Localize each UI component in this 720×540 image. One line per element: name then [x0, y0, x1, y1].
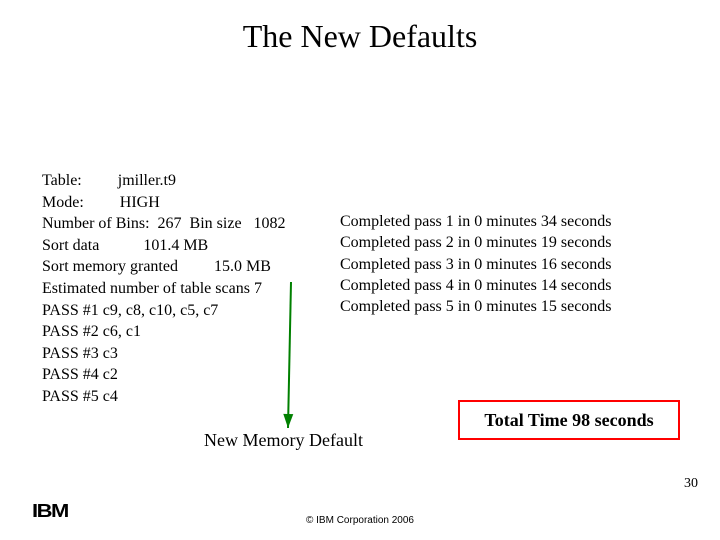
stats-line: Number of Bins: 267 Bin size 1082	[42, 213, 286, 235]
completion-line: Completed pass 3 in 0 minutes 16 seconds	[340, 254, 612, 275]
callout-label: New Memory Default	[204, 430, 363, 451]
page-number: 30	[684, 476, 698, 492]
completion-line: Completed pass 4 in 0 minutes 14 seconds	[340, 275, 612, 296]
stats-line: PASS #2 c6, c1	[42, 321, 286, 343]
slide: The New Defaults Table: jmiller.t9Mode: …	[0, 0, 720, 540]
copyright-text: © IBM Corporation 2006	[0, 515, 720, 526]
completion-line: Completed pass 5 in 0 minutes 15 seconds	[340, 296, 612, 317]
slide-title: The New Defaults	[0, 18, 720, 55]
stats-line: Mode: HIGH	[42, 192, 286, 214]
stats-line: PASS #4 c2	[42, 364, 286, 386]
stats-line: Sort memory granted 15.0 MB	[42, 256, 286, 278]
stats-block-left: Table: jmiller.t9Mode: HIGHNumber of Bin…	[42, 170, 286, 408]
arrow-head	[283, 414, 293, 428]
stats-line: PASS #3 c3	[42, 343, 286, 365]
completion-block-right: Completed pass 1 in 0 minutes 34 seconds…	[340, 211, 612, 317]
completion-line: Completed pass 1 in 0 minutes 34 seconds	[340, 211, 612, 232]
stats-line: Table: jmiller.t9	[42, 170, 286, 192]
total-time-text: Total Time 98 seconds	[484, 410, 653, 431]
completion-line: Completed pass 2 in 0 minutes 19 seconds	[340, 232, 612, 253]
arrow-line	[288, 282, 291, 428]
stats-line: PASS #1 c9, c8, c10, c5, c7	[42, 300, 286, 322]
stats-line: Sort data 101.4 MB	[42, 235, 286, 257]
stats-line: Estimated number of table scans 7	[42, 278, 286, 300]
total-time-box: Total Time 98 seconds	[458, 400, 680, 440]
stats-line: PASS #5 c4	[42, 386, 286, 408]
